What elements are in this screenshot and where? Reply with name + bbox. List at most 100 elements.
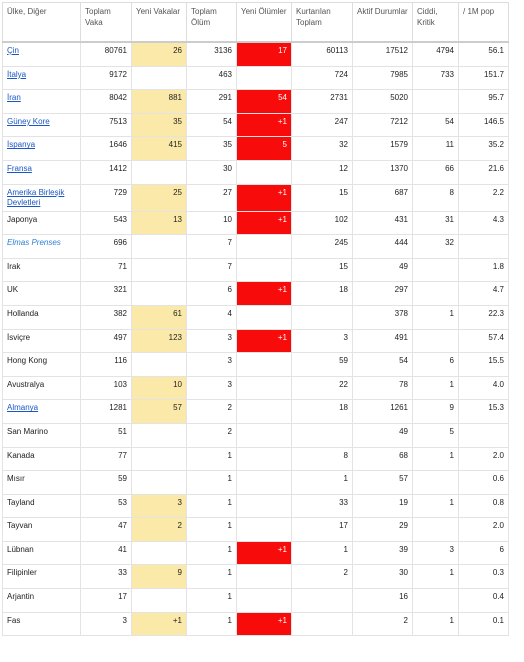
data-cell: 3136 bbox=[186, 41, 237, 67]
data-cell: 102 bbox=[291, 210, 353, 236]
data-cell: 31 bbox=[412, 210, 459, 236]
data-cell: 47 bbox=[80, 517, 132, 542]
data-cell: 3 bbox=[80, 611, 132, 637]
country-cell: Amerika Birleşik Devletleri bbox=[2, 183, 81, 212]
data-cell bbox=[412, 89, 459, 114]
data-cell: 6 bbox=[458, 540, 509, 566]
data-cell: 49 bbox=[352, 257, 413, 283]
country-link[interactable]: İtalya bbox=[7, 69, 27, 79]
data-cell: 8 bbox=[291, 446, 353, 472]
data-cell: 41 bbox=[80, 540, 132, 566]
data-cell: 12 bbox=[291, 159, 353, 185]
data-cell bbox=[236, 257, 292, 283]
table-row: Mısır 59 1 1 57 0.6 bbox=[2, 470, 509, 495]
data-cell: 9172 bbox=[80, 65, 132, 91]
data-cell: 17 bbox=[80, 588, 132, 613]
data-cell: 1579 bbox=[352, 136, 413, 161]
data-cell bbox=[131, 540, 187, 566]
country-cell: Güney Kore bbox=[2, 112, 81, 138]
data-cell: 2.2 bbox=[458, 183, 509, 212]
data-cell: 27 bbox=[186, 183, 237, 212]
country-link[interactable]: İspanya bbox=[7, 140, 36, 150]
data-cell: 5020 bbox=[352, 89, 413, 114]
country-cell: İran bbox=[2, 89, 81, 114]
data-cell: 1 bbox=[412, 493, 459, 519]
data-cell: 123 bbox=[131, 328, 187, 354]
table-row: Almanya 1281 57 2 18 1261 9 15.3 bbox=[2, 399, 509, 424]
country-name: Avustralya bbox=[7, 379, 45, 389]
data-cell: +1 bbox=[236, 328, 292, 354]
column-header[interactable]: Yeni Vakalar bbox=[131, 2, 187, 43]
data-cell bbox=[236, 352, 292, 377]
data-cell: +1 bbox=[236, 210, 292, 236]
country-name: Filipinler bbox=[7, 568, 37, 578]
data-cell: 71 bbox=[80, 257, 132, 283]
data-cell: 2 bbox=[352, 611, 413, 637]
country-link[interactable]: Fransa bbox=[7, 163, 32, 173]
data-cell: 33 bbox=[80, 564, 132, 590]
column-header[interactable]: Yeni Ölümler bbox=[236, 2, 292, 43]
data-cell bbox=[291, 422, 353, 448]
data-cell: 151.7 bbox=[458, 65, 509, 91]
data-cell: 35 bbox=[186, 136, 237, 161]
column-header[interactable]: Aktif Durumlar bbox=[352, 2, 413, 43]
table-row: İran 8042 881 291 54 2731 5020 95.7 bbox=[2, 89, 509, 114]
data-cell: 4794 bbox=[412, 41, 459, 67]
data-cell: 25 bbox=[131, 183, 187, 212]
data-cell: +1 bbox=[131, 611, 187, 637]
country-link[interactable]: Amerika Birleşik Devletleri bbox=[7, 187, 65, 207]
data-cell: 1 bbox=[412, 375, 459, 401]
country-cell: San Marino bbox=[2, 422, 81, 448]
table-row: Fransa 1412 30 12 1370 66 21.6 bbox=[2, 159, 509, 185]
data-cell: 1261 bbox=[352, 399, 413, 424]
data-cell: 22.3 bbox=[458, 304, 509, 330]
data-cell: 22 bbox=[291, 375, 353, 401]
data-cell: 33 bbox=[291, 493, 353, 519]
country-name: Mısır bbox=[7, 474, 25, 484]
column-header[interactable]: Ciddi, Kritik bbox=[412, 2, 459, 43]
column-header[interactable]: Toplam Ölüm bbox=[186, 2, 237, 43]
data-cell: 0.4 bbox=[458, 588, 509, 613]
data-cell: 18 bbox=[291, 399, 353, 424]
table-row: Hollanda 382 61 4 378 1 22.3 bbox=[2, 304, 509, 330]
country-name: Lübnan bbox=[7, 544, 34, 554]
country-link[interactable]: Çin bbox=[7, 46, 20, 55]
country-link[interactable]: Güney Kore bbox=[7, 116, 50, 126]
data-cell: 5 bbox=[236, 136, 292, 161]
data-cell: 3 bbox=[186, 375, 237, 401]
country-link[interactable]: Almanya bbox=[7, 403, 39, 413]
table-row: Avustralya 103 10 3 22 78 1 4.0 bbox=[2, 375, 509, 401]
column-header[interactable]: / 1M pop bbox=[458, 2, 509, 43]
data-cell: 1 bbox=[186, 588, 237, 613]
table-row: İsviçre 497 123 3 +1 3 491 57.4 bbox=[2, 328, 509, 354]
country-cell: UK bbox=[2, 281, 81, 306]
country-cell: Hollanda bbox=[2, 304, 81, 330]
data-cell: 8 bbox=[412, 183, 459, 212]
data-cell: 26 bbox=[131, 41, 187, 67]
data-cell: 15 bbox=[291, 183, 353, 212]
data-cell: 431 bbox=[352, 210, 413, 236]
data-cell: 6 bbox=[412, 352, 459, 377]
country-link[interactable]: Elmas Prenses bbox=[7, 238, 61, 248]
data-cell bbox=[236, 399, 292, 424]
column-header[interactable]: Ülke, Diğer bbox=[2, 2, 81, 43]
country-name: Tayland bbox=[7, 497, 35, 507]
data-cell bbox=[458, 422, 509, 448]
table-row: Fas 3 +1 1 +1 2 1 0.1 bbox=[2, 611, 509, 637]
column-header[interactable]: Toplam Vaka bbox=[80, 2, 132, 43]
country-cell: İtalya bbox=[2, 65, 81, 91]
data-cell: 21.6 bbox=[458, 159, 509, 185]
data-cell: +1 bbox=[236, 183, 292, 212]
data-cell: 1 bbox=[186, 564, 237, 590]
country-cell: Tayland bbox=[2, 493, 81, 519]
country-link[interactable]: İran bbox=[7, 93, 21, 103]
data-cell: 7 bbox=[186, 257, 237, 283]
table-row: Kanada 77 1 8 68 1 2.0 bbox=[2, 446, 509, 472]
data-cell: 1 bbox=[186, 517, 237, 542]
data-cell: 116 bbox=[80, 352, 132, 377]
data-cell: 0.8 bbox=[458, 493, 509, 519]
data-cell: 7985 bbox=[352, 65, 413, 91]
country-cell: Elmas Prenses bbox=[2, 234, 81, 259]
column-header[interactable]: Kurtarılan Toplam bbox=[291, 2, 353, 43]
